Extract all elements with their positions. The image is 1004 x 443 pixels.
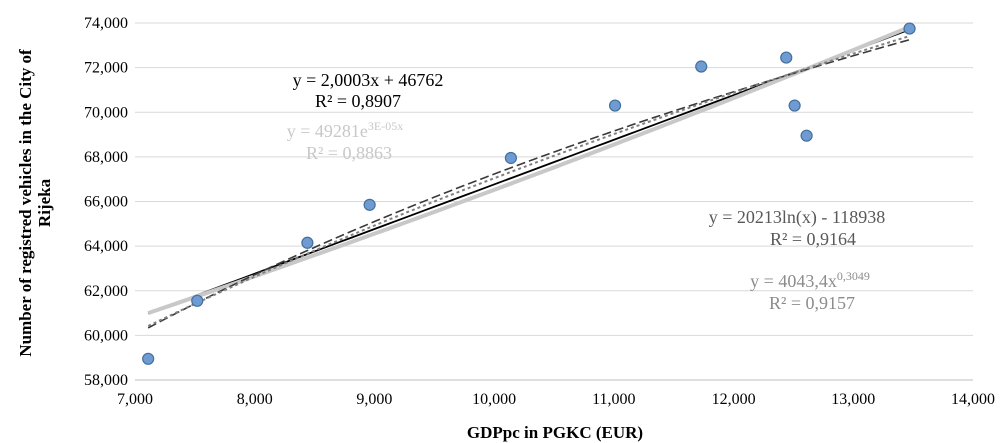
x-axis-title: GDPpc in PGKC (EUR) (467, 423, 643, 442)
exponential-r2: R² = 0,8863 (306, 143, 392, 163)
y-tick-label: 70,000 (84, 104, 128, 121)
exponential-equation: y = 49281e3E-05x (287, 119, 403, 141)
gridlines (135, 22, 973, 336)
data-point (608, 99, 622, 112)
data-points (142, 22, 916, 365)
power-exponent: 0,3049 (837, 269, 870, 283)
data-point (800, 129, 813, 142)
y-axis-title-line1: Number of registred vehicles in the City… (16, 49, 35, 357)
y-tick-label: 72,000 (84, 60, 128, 77)
logarithmic-equation: y = 20213ln(x) - 118938 (709, 207, 885, 228)
logarithmic-trendline (147, 38, 910, 329)
data-point (504, 151, 518, 165)
y-tick-label: 58,000 (84, 372, 128, 389)
y-tick-label: 62,000 (84, 283, 128, 300)
exponential-trendline (147, 25, 911, 316)
power-trendline (147, 35, 910, 327)
data-point (780, 51, 793, 64)
x-tick-label: 9,000 (356, 391, 392, 408)
data-point (695, 60, 708, 73)
y-tick-label: 64,000 (84, 238, 128, 255)
x-tick-label: 14,000 (951, 391, 995, 408)
data-point (191, 294, 204, 307)
y-tick-label: 66,000 (84, 194, 128, 211)
x-tick-labels: 7,000 8,000 9,000 10,000 11,000 12,000 13,000 1… (117, 391, 995, 408)
exponential-exponent: 3E-05x (368, 119, 403, 133)
x-tick-label: 11,000 (592, 391, 635, 408)
linear-equation: y = 2,0003x + 46762 (293, 70, 444, 90)
x-tick-label: 13,000 (831, 391, 875, 408)
data-point (903, 22, 916, 35)
logarithmic-r2: R² = 0,9164 (770, 229, 856, 249)
y-tick-label: 74,000 (84, 15, 128, 32)
data-point (301, 236, 314, 249)
y-tick-label: 60,000 (84, 327, 128, 344)
x-tick-label: 12,000 (712, 391, 756, 408)
x-tick-label: 8,000 (237, 391, 273, 408)
power-equation: y = 4043,4x0,3049 (750, 269, 870, 291)
data-point (142, 352, 155, 365)
data-point (363, 198, 376, 211)
x-tick-label: 7,000 (117, 391, 153, 408)
trendlines (147, 25, 911, 329)
data-point (788, 99, 801, 112)
y-tick-labels: 58,000 60,000 62,000 64,000 66,000 68,000 70,0… (84, 15, 128, 389)
trendline-equations: y = 2,0003x + 46762 R² = 0,8907 y = 4928… (287, 70, 885, 313)
x-tick-label: 10,000 (472, 391, 516, 408)
y-tick-label: 68,000 (84, 149, 128, 166)
power-r2: R² = 0,9157 (769, 293, 855, 313)
y-axis-title-line2: Rijeka (35, 178, 54, 227)
linear-r2: R² = 0,8907 (315, 91, 401, 111)
